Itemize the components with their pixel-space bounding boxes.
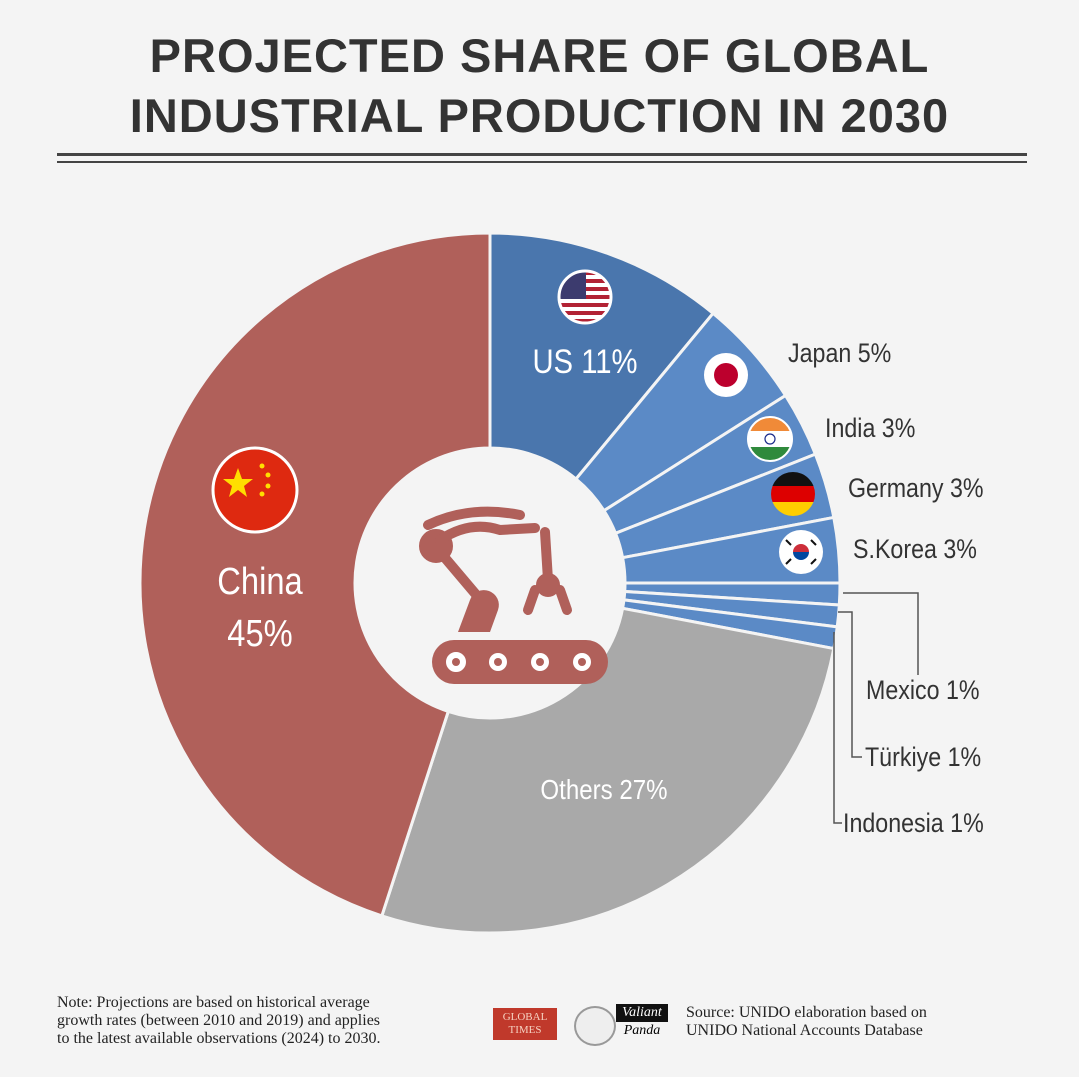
south-korea-flag-icon [779, 530, 823, 574]
leader-line-turkiye [838, 611, 862, 758]
slice-label-china-value: 45% [227, 613, 293, 655]
japan-flag-icon [704, 353, 748, 397]
logo-text: Panda [623, 1023, 661, 1038]
footnote: Note: Projections are based on historica… [57, 994, 380, 1048]
slice-label-china-name: China [217, 561, 303, 603]
slice-label-mexico: Mexico 1% [866, 675, 980, 705]
leader-line-mexico [843, 592, 919, 675]
slice-label-indonesia: Indonesia 1% [843, 808, 984, 838]
slice-label-india: India 3% [825, 413, 916, 443]
title-divider [57, 161, 1027, 163]
china-flag-icon [211, 446, 299, 534]
germany-flag-icon [771, 472, 815, 516]
leader-line-indonesia [833, 632, 842, 824]
footnote-line: growth rates (between 2010 and 2019) and… [57, 1012, 381, 1029]
slice-label-turkiye: Türkiye 1% [865, 742, 982, 772]
valiant-panda-logo: Valiant Panda [616, 1004, 668, 1040]
robot-arm-conveyor-icon [419, 506, 608, 684]
source-line: Source: UNIDO elaboration based on [686, 1004, 927, 1021]
title-divider [57, 153, 1027, 156]
footnote-line: Note: Projections are based on historica… [57, 994, 370, 1011]
slice-label-germany: Germany 3% [848, 473, 984, 503]
slice-label-japan: Japan 5% [788, 338, 892, 368]
source-line: UNIDO National Accounts Database [686, 1022, 923, 1039]
global-times-logo: GLOBAL TIMES [493, 1008, 557, 1040]
chart-title-line2: INDUSTRIAL PRODUCTION IN 2030 [129, 89, 950, 142]
india-flag-icon [747, 416, 793, 462]
slice-label-south-korea: S.Korea 3% [853, 534, 977, 564]
footnote-line: to the latest available observations (20… [57, 1030, 381, 1047]
logo-text: Valiant [616, 1004, 668, 1022]
panda-icon [574, 1006, 616, 1046]
slice-label-us: US 11% [532, 343, 638, 381]
source-note: Source: UNIDO elaboration based on UNIDO… [686, 1004, 927, 1040]
chart-title-line1: PROJECTED SHARE OF GLOBAL [149, 29, 930, 82]
slice-label-others: Others 27% [540, 774, 668, 805]
